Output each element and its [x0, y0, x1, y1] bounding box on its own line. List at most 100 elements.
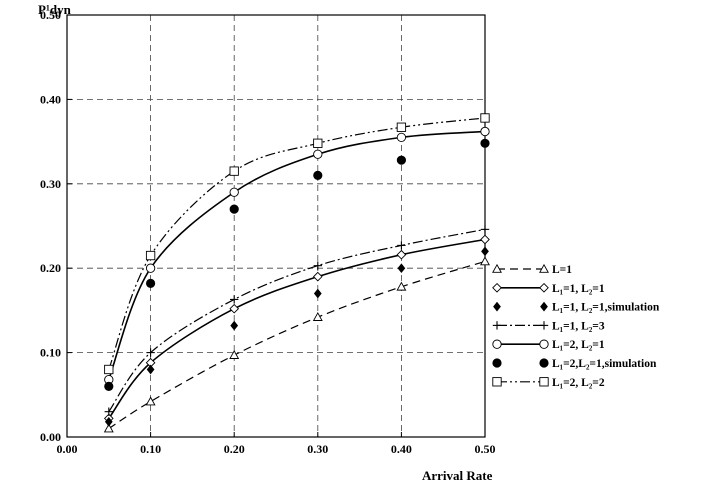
legend-label: L₁=2, L₂=1 [552, 339, 605, 351]
plot-frame [66, 14, 486, 438]
grid [67, 15, 485, 437]
data-point [229, 204, 239, 214]
legend-marker [492, 358, 502, 368]
data-point [396, 132, 407, 143]
series-layer [103, 113, 490, 433]
legend-item: L₁=2,L₂=1,simulation [492, 358, 657, 370]
x-tick-label: 0.00 [57, 442, 78, 456]
legend-item: L₁=2, L₂=1 [492, 339, 605, 351]
data-point [481, 246, 489, 257]
series-2 [103, 234, 490, 424]
x-tick-label: 0.10 [140, 442, 161, 456]
legend-label: L₁=1, L₂=3 [552, 320, 605, 332]
data-point [396, 155, 406, 165]
y-tick-label: 0.40 [40, 92, 61, 106]
legend-marker [539, 321, 549, 330]
series-1 [103, 256, 490, 433]
legend-marker [539, 339, 549, 349]
y-tick-label: 0.00 [40, 430, 61, 444]
x-axis-title: Arrival Rate [422, 468, 493, 483]
x-tick-label: 0.50 [475, 442, 496, 456]
data-point [396, 281, 407, 291]
data-point [480, 225, 490, 234]
data-point [396, 249, 407, 260]
y-axis-title: P¹dyn [38, 2, 72, 17]
y-tick-label: 0.30 [40, 177, 61, 191]
legend-marker [539, 377, 549, 387]
legend-marker [492, 377, 502, 387]
data-point [313, 261, 322, 270]
data-point [313, 288, 322, 299]
data-point [146, 278, 156, 288]
series-line [108, 238, 486, 419]
y-tick-label: 0.10 [40, 346, 61, 360]
data-point [229, 187, 239, 197]
legend-marker [492, 339, 502, 349]
legend-label: L₁=2, L₂=2 [552, 377, 605, 389]
x-tick-label: 0.40 [391, 442, 412, 456]
data-point [397, 241, 406, 250]
data-point [480, 126, 490, 137]
data-point [104, 381, 114, 391]
data-point [230, 320, 239, 331]
y-axis: 0.00 0.10 0.20 0.30 0.40 0.50 [40, 8, 72, 444]
legend-label: L₁=2,L₂=1,simulation [552, 358, 657, 370]
data-point [229, 166, 239, 176]
legend-marker [492, 282, 502, 293]
data-point [104, 364, 114, 375]
data-point [480, 256, 490, 266]
series-4 [104, 225, 490, 416]
data-point [312, 271, 323, 282]
data-point [229, 303, 240, 314]
legend-marker [493, 301, 501, 312]
series-7 [104, 113, 490, 375]
series-6 [104, 138, 490, 391]
data-point [229, 350, 240, 359]
series-3 [104, 246, 489, 427]
series-line [108, 117, 486, 370]
legend: L=1 L₁=1, L₂=1 L₁=1, L₂=1,simulation L₁=1, … [492, 263, 660, 389]
data-point [313, 138, 323, 148]
legend-label: L₁=1, L₂=1 [552, 283, 605, 295]
series-line [108, 130, 486, 380]
data-point [145, 250, 156, 261]
legend-label: L₁=1, L₂=1,simulation [552, 302, 660, 314]
legend-marker [539, 358, 549, 368]
data-point [312, 312, 323, 321]
legend-item: L₁=1, L₂=1,simulation [493, 301, 660, 314]
data-point [146, 364, 155, 375]
x-tick-label: 0.30 [307, 442, 328, 456]
legend-marker [492, 263, 502, 273]
data-point [396, 122, 407, 132]
data-point [397, 263, 406, 274]
data-point [104, 407, 113, 416]
legend-item: L₁=1, L₂=3 [492, 320, 605, 332]
legend-item: L₁=2, L₂=2 [492, 377, 605, 389]
data-point [145, 263, 156, 273]
legend-marker [539, 282, 549, 293]
data-point [103, 423, 114, 433]
data-point [480, 113, 490, 123]
data-point [480, 234, 490, 245]
legend-marker [539, 263, 549, 273]
data-point [313, 170, 323, 180]
x-axis: 0.00 0.10 0.20 0.30 0.40 0.50 [57, 432, 496, 456]
legend-label: L=1 [552, 264, 572, 276]
legend-item: L₁=1, L₂=1 [492, 282, 605, 295]
legend-marker [540, 301, 548, 312]
legend-marker [492, 321, 502, 330]
data-point [145, 396, 156, 406]
legend-item: L=1 [492, 263, 572, 276]
series-line [108, 260, 486, 430]
series-line [108, 228, 486, 413]
data-point [480, 138, 490, 148]
data-point [146, 348, 155, 357]
data-point [230, 295, 239, 304]
series-5 [104, 126, 490, 385]
y-tick-label: 0.50 [40, 8, 61, 22]
x-tick-label: 0.20 [224, 442, 245, 456]
data-point [104, 416, 113, 427]
y-tick-label: 0.20 [40, 261, 61, 275]
data-point [313, 149, 323, 159]
